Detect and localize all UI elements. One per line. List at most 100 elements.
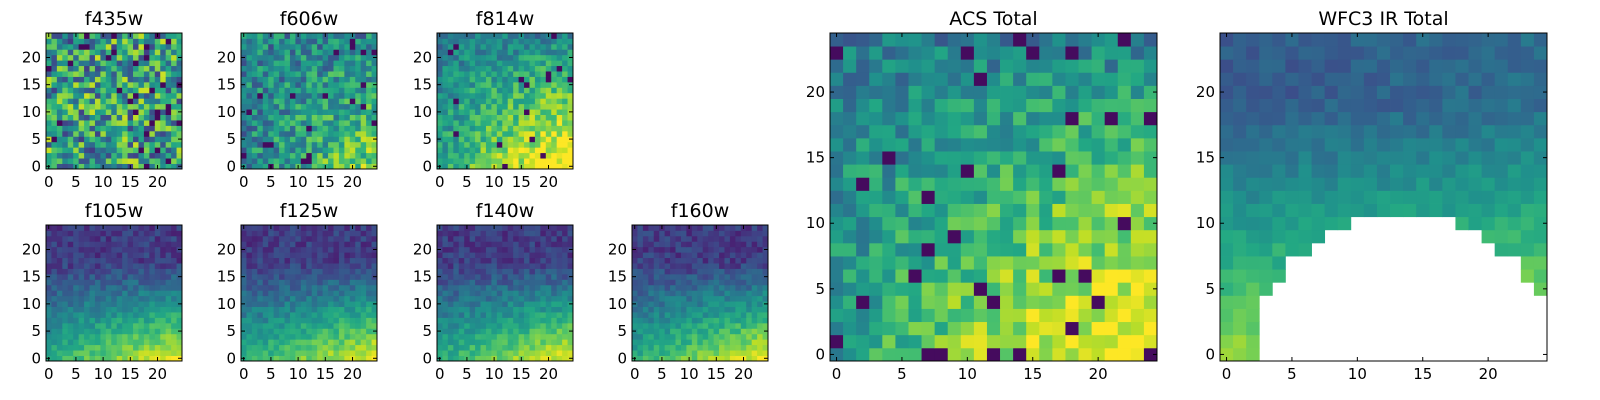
heatmap-cell (257, 322, 264, 329)
heatmap-cell (322, 141, 329, 148)
heatmap-cell (143, 333, 150, 340)
heatmap-cell (513, 54, 519, 61)
heatmap-cell (268, 317, 275, 324)
heatmap-cell (84, 246, 90, 253)
heatmap-cell (138, 81, 145, 88)
heatmap-cell (94, 339, 101, 346)
heatmap-cell (507, 235, 514, 242)
heatmap-cell (545, 76, 552, 83)
heatmap-cell (344, 301, 351, 307)
heatmap-cell (94, 136, 101, 143)
heatmap-cell (360, 54, 367, 61)
heatmap-cell (729, 230, 736, 237)
heatmap-cell (160, 92, 167, 99)
heatmap-cell (165, 252, 172, 259)
heatmap-cell (111, 54, 118, 61)
heatmap-cell (322, 328, 329, 335)
heatmap-cell (496, 257, 503, 264)
heatmap-cell (437, 76, 443, 83)
heatmap-cell (165, 268, 172, 275)
heatmap-cell (138, 290, 145, 297)
heatmap-cell (502, 147, 509, 154)
heatmap-cell (78, 92, 85, 99)
heatmap-cell (171, 339, 177, 346)
heatmap-cell (562, 125, 568, 132)
y-tick-label: 15 (413, 268, 432, 286)
heatmap-cell (556, 268, 563, 275)
heatmap-cell (122, 76, 128, 83)
heatmap-cell (1065, 242, 1079, 257)
heatmap-cell (371, 306, 378, 313)
heatmap-cell (171, 290, 177, 297)
heatmap-cell (262, 49, 269, 56)
heatmap-cell (653, 306, 660, 313)
heatmap-cell (84, 355, 90, 362)
heatmap-cell (746, 290, 753, 297)
heatmap-cell (295, 43, 302, 50)
heatmap-cell (529, 92, 536, 99)
heatmap-cell (62, 235, 69, 242)
heatmap-cell (735, 350, 742, 356)
heatmap-cell (556, 284, 563, 291)
heatmap-cell (540, 268, 547, 275)
heatmap-cell (680, 328, 687, 335)
heatmap-cell (338, 333, 345, 340)
heatmap-cell (556, 246, 563, 253)
heatmap-cell (496, 252, 503, 259)
heatmap-cell (551, 252, 558, 259)
heatmap-cell (355, 252, 362, 259)
heatmap-cell (659, 284, 666, 291)
heatmap-cell (1013, 308, 1027, 323)
heatmap-cell (73, 339, 80, 346)
heatmap-cell (670, 339, 676, 346)
heatmap-cell (289, 38, 296, 45)
heatmap-cell (502, 246, 509, 253)
heatmap-cell (1104, 347, 1119, 362)
heatmap-cell (371, 317, 378, 324)
heatmap-cell (1143, 347, 1158, 362)
heatmap-cell (458, 317, 465, 324)
heatmap-cell (1143, 177, 1158, 191)
heatmap-cell (78, 241, 85, 248)
heatmap-cell (306, 71, 313, 77)
heatmap-cell (284, 322, 291, 329)
heatmap-cell (116, 43, 123, 50)
heatmap-cell (746, 273, 753, 280)
heatmap-cell (1039, 164, 1053, 178)
heatmap-cell (328, 103, 334, 110)
heatmap-cell (675, 230, 682, 237)
heatmap-cell (51, 109, 58, 115)
heatmap-cell (437, 60, 443, 67)
heatmap-cell (469, 279, 476, 286)
heatmap-cell (246, 141, 253, 148)
heatmap-cell (556, 290, 563, 297)
heatmap-cell (251, 43, 258, 50)
heatmap-cell (51, 235, 58, 242)
heatmap-cell (366, 163, 372, 170)
heatmap-cell (349, 152, 356, 159)
heatmap-cell (127, 257, 134, 264)
heatmap-cell (160, 125, 167, 132)
heatmap-cell (268, 141, 275, 148)
heatmap-cell (289, 65, 296, 72)
heatmap-cell (154, 328, 161, 335)
heatmap-cell (116, 130, 123, 137)
heatmap-cell (664, 306, 671, 313)
heatmap-cell (562, 54, 568, 61)
heatmap-cell (502, 76, 509, 83)
heatmap-cell (338, 312, 345, 318)
heatmap-cell (670, 350, 676, 356)
heatmap-cell (84, 125, 90, 132)
plot-frame (45, 32, 183, 170)
heatmap-cell (653, 257, 660, 264)
heatmap-cell (551, 295, 558, 302)
heatmap-cell (328, 328, 334, 335)
heatmap-cell (273, 98, 280, 105)
heatmap-cell (551, 103, 558, 110)
heatmap-cell (349, 290, 356, 297)
heatmap-cell (447, 230, 454, 237)
heatmap-cell (437, 317, 443, 324)
heatmap-cell (529, 103, 536, 110)
heatmap-cell (105, 43, 112, 50)
heatmap-cell (757, 306, 763, 313)
